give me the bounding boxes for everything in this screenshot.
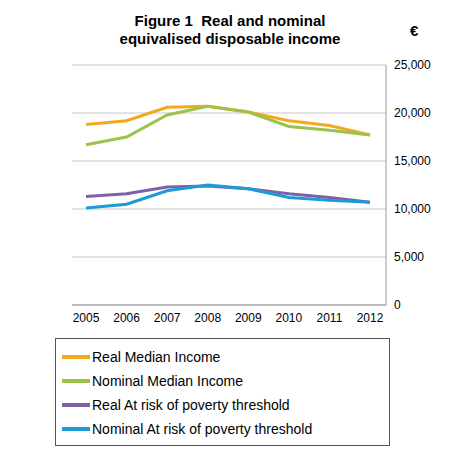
html-text:Nominal At risk of poverty thr: Nominal At risk of poverty threshold (92, 421, 313, 437)
svg-text:2006: 2006 (113, 311, 140, 325)
html-text:Real At risk of poverty thresh: Real At risk of poverty threshold (92, 397, 290, 413)
svg-text:2007: 2007 (154, 311, 181, 325)
svg-text:2012: 2012 (357, 311, 384, 325)
html-text:Figure 1 Real and nominal equi: Figure 1 Real and nominal equivalised di… (119, 12, 341, 47)
svg-text:25,000: 25,000 (394, 58, 431, 72)
html-text:Nominal Median Income: Nominal Median Income (92, 373, 243, 389)
svg-text:20,000: 20,000 (394, 106, 431, 120)
svg-text:15,000: 15,000 (394, 154, 431, 168)
svg-text:2005: 2005 (73, 311, 100, 325)
svg-text:2009: 2009 (235, 311, 262, 325)
html-text:Real Median Income: Real Median Income (92, 349, 221, 365)
svg-text:2010: 2010 (276, 311, 303, 325)
svg-text:0: 0 (394, 298, 401, 312)
svg-text:2008: 2008 (194, 311, 221, 325)
svg-text:10,000: 10,000 (394, 202, 431, 216)
svg-text:5,000: 5,000 (394, 250, 424, 264)
svg-text:2011: 2011 (317, 311, 343, 325)
